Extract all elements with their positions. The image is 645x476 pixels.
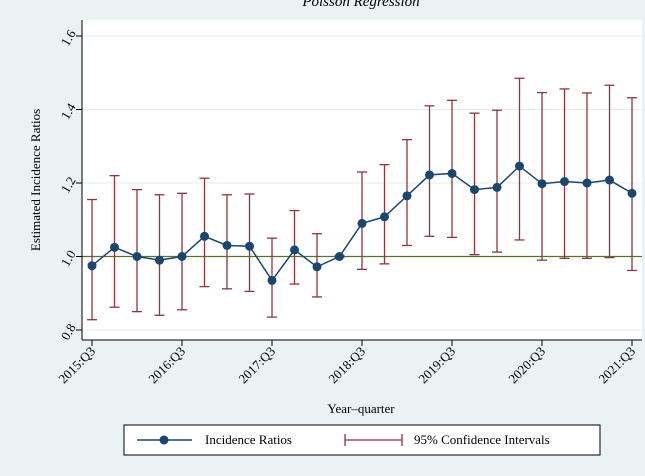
- ci-bar: [177, 192, 187, 311]
- data-point: [470, 185, 479, 195]
- data-point: [402, 191, 412, 201]
- y-tick-label: 1.6: [58, 27, 79, 49]
- data-point: [155, 255, 164, 265]
- x-tick-label: 2016:Q3: [145, 344, 188, 387]
- data-point: [537, 179, 547, 189]
- data-point: [222, 240, 232, 250]
- data-point: [290, 245, 299, 255]
- legend-incidence-label: Incidence Ratios: [205, 432, 292, 447]
- data-point: [380, 212, 389, 222]
- data-point: [200, 231, 209, 241]
- ci-bar: [627, 97, 637, 272]
- data-point: [87, 261, 97, 271]
- data-point: [132, 252, 142, 261]
- legend-ci-label: 95% Confidence Intervals: [414, 432, 550, 447]
- x-tick-label: 2015:Q3: [55, 344, 98, 387]
- ci-bar: [447, 99, 457, 239]
- data-point: [447, 168, 457, 178]
- ci-bar: [582, 92, 592, 259]
- data-point: [425, 170, 434, 180]
- legend: Incidence Ratios 95% Confidence Interval…: [123, 424, 601, 456]
- ci-bar: [514, 77, 525, 241]
- x-axis-label: Year–quarter: [327, 401, 395, 416]
- data-point: [335, 252, 344, 261]
- data-point: [627, 188, 637, 198]
- ci-bar: [559, 88, 570, 259]
- data-point: [492, 182, 502, 192]
- y-axis-ticks: 0.8 1.0 1.2 1.4 1.6: [58, 27, 82, 343]
- data-point: [515, 161, 524, 171]
- data-point: [245, 241, 254, 251]
- y-tick-label: 0.8: [58, 321, 79, 343]
- data-point: [312, 262, 322, 272]
- data-point: [582, 178, 592, 188]
- ci-bar: [537, 91, 547, 261]
- data-point: [110, 242, 119, 252]
- data-point: [267, 275, 277, 285]
- x-tick-label: 2017:Q3: [235, 344, 278, 387]
- chart-title: Poisson Regression: [301, 0, 419, 10]
- incidence-ratio-points: [87, 161, 637, 285]
- y-tick-label: 1.2: [58, 174, 79, 196]
- data-point: [605, 175, 614, 185]
- ci-bar: [469, 112, 480, 256]
- x-axis-ticks: 2015:Q3 2016:Q3 2017:Q3 2018:Q3 2019:Q3 2020:…: [55, 340, 638, 386]
- data-point: [177, 252, 187, 261]
- x-tick-label: 2019:Q3: [415, 344, 458, 387]
- legend-incidence-marker: [159, 435, 169, 445]
- ci-bar: [492, 109, 502, 253]
- data-point: [357, 218, 367, 228]
- y-tick-label: 1.0: [58, 247, 79, 269]
- ci-bar: [604, 84, 615, 259]
- y-tick-label: 1.4: [58, 100, 79, 122]
- data-point: [560, 177, 569, 187]
- ci-bar: [109, 174, 120, 308]
- ci-bar: [132, 188, 142, 313]
- x-tick-label: 2021:Q3: [595, 344, 638, 387]
- ci-bar: [154, 194, 165, 316]
- x-tick-label: 2020:Q3: [505, 344, 548, 387]
- ci-bar: [87, 198, 97, 321]
- x-tick-label: 2018:Q3: [325, 344, 368, 387]
- y-axis-label: Estimated Incidence Ratios: [28, 109, 43, 251]
